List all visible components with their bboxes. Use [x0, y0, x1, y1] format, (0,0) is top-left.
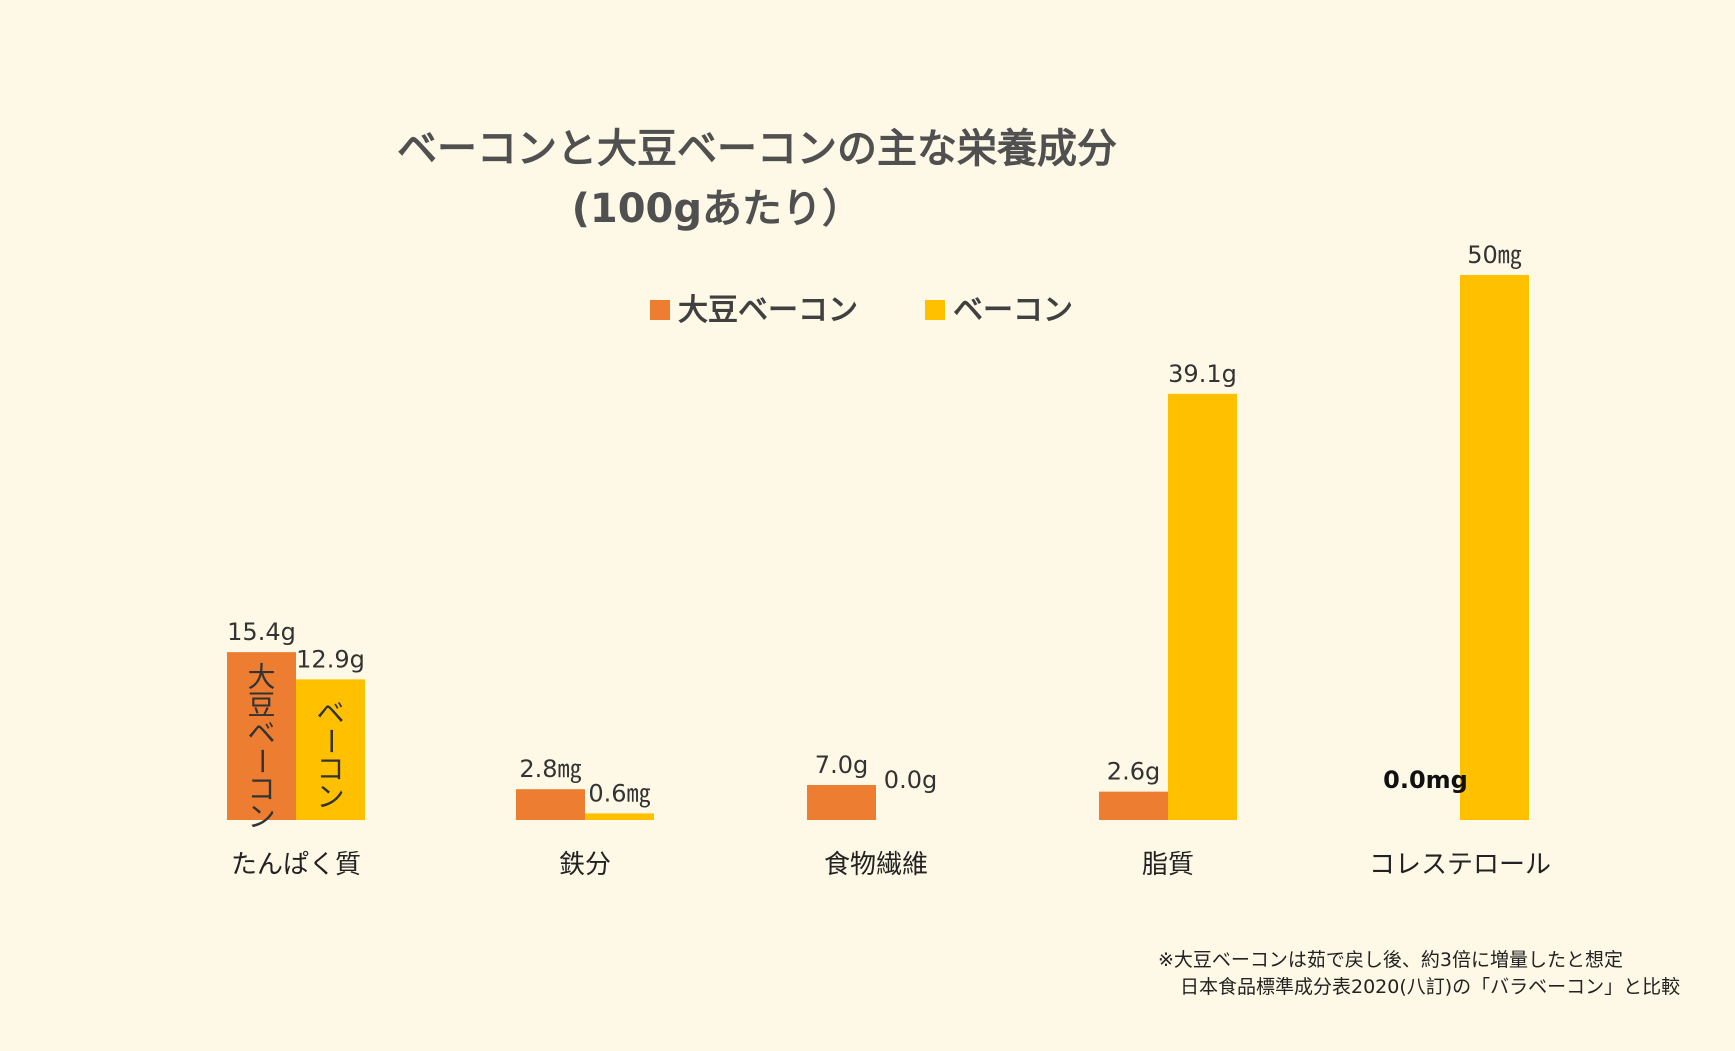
inbar-label-soy-bacon-char: ベ — [247, 717, 275, 750]
bar-bacon-1 — [585, 813, 654, 820]
chart-title-line-1: ベーコンと大豆ベーコンの主な栄養成分 — [397, 126, 1117, 172]
bar-soy-bacon-1 — [516, 789, 585, 820]
bar-bacon-3 — [1168, 393, 1237, 820]
value-label-soy-bacon-4: 0.0mg — [1383, 766, 1468, 794]
legend-label-bacon: ベーコン — [953, 293, 1073, 328]
value-label-bacon-1: 0.6㎎ — [588, 779, 650, 808]
inbar-label-bacon-char: ン — [316, 781, 344, 814]
value-label-soy-bacon-0: 15.4g — [227, 618, 296, 646]
inbar-label-bacon-char: コ — [316, 753, 344, 786]
value-label-bacon-4: 50㎎ — [1467, 241, 1522, 270]
inbar-label-soy-bacon: 大豆ベーコン — [245, 661, 278, 834]
inbar-label-bacon-char: ー — [314, 727, 347, 755]
value-label-bacon-2: 0.0g — [884, 766, 937, 794]
legend: 大豆ベーコン ベーコン — [650, 293, 1073, 328]
inbar-label-soy-bacon-char: 豆 — [247, 689, 275, 722]
bar-series — [227, 275, 1529, 820]
category-label-4: コレステロール — [1369, 850, 1551, 880]
inbar-label-soy-bacon-char: コ — [247, 773, 275, 806]
category-label-2: 食物繊維 — [824, 850, 928, 880]
inbar-label-bacon-char: ベ — [316, 697, 344, 730]
inbar-label-soy-bacon-char: ー — [245, 747, 278, 775]
category-label-0: たんぱく質 — [231, 850, 361, 880]
value-label-soy-bacon-3: 2.6g — [1107, 758, 1160, 786]
legend-swatch-bacon — [925, 300, 945, 320]
bar-soy-bacon-0 — [227, 652, 296, 820]
inbar-label-bacon: ベーコン — [314, 697, 347, 814]
footnote-line-1: ※大豆ベーコンは茹で戻し後、約3倍に増量したと想定 — [1158, 949, 1623, 971]
value-label-soy-bacon-1: 2.8㎎ — [519, 755, 581, 784]
bar-bacon-4 — [1460, 275, 1529, 820]
category-axis: たんぱく質 鉄分 食物繊維 脂質 コレステロール — [231, 850, 1551, 880]
footnote-line-2: 日本食品標準成分表2020(八訂)の「バラベーコン」と比較 — [1180, 976, 1680, 998]
legend-label-soy-bacon: 大豆ベーコン — [678, 293, 858, 328]
bar-soy-bacon-3 — [1099, 791, 1168, 820]
value-label-bacon-0: 12.9g — [296, 645, 365, 673]
value-label-bacon-3: 39.1g — [1168, 360, 1237, 388]
chart-title-line-2: (100gあたり） — [572, 186, 862, 232]
value-label-soy-bacon-2: 7.0g — [815, 751, 868, 779]
inbar-label-soy-bacon-char: ン — [247, 801, 275, 834]
category-label-1: 鉄分 — [559, 850, 611, 880]
category-label-3: 脂質 — [1142, 850, 1194, 880]
legend-swatch-soy-bacon — [650, 300, 670, 320]
bar-bacon-0 — [296, 679, 365, 820]
bar-soy-bacon-2 — [807, 785, 876, 820]
inbar-label-soy-bacon-char: 大 — [247, 661, 275, 694]
